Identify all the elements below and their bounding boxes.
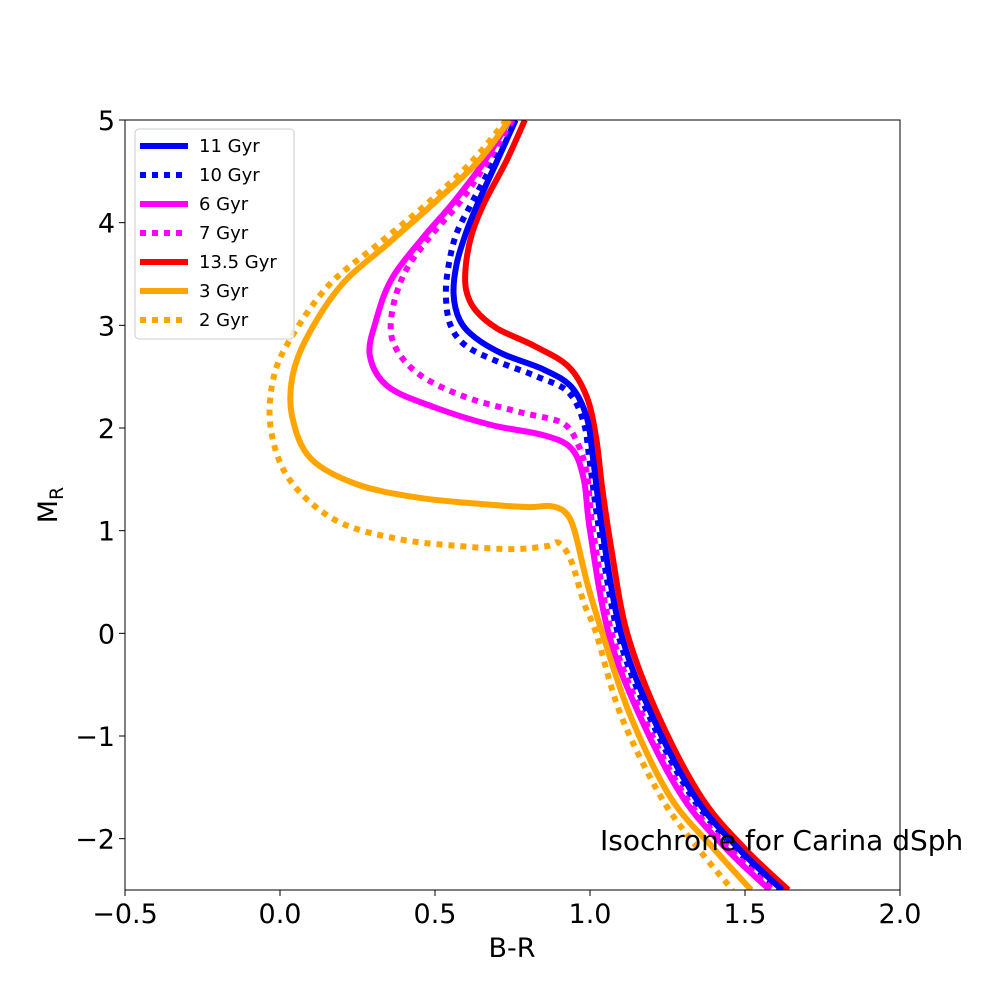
series-line-10-gyr — [442, 120, 782, 890]
y-axis-label-main: M — [33, 500, 64, 523]
y-tick-label: 1 — [98, 517, 115, 548]
legend-label: 7 Gyr — [199, 223, 249, 244]
x-tick-label: 2.0 — [879, 899, 922, 930]
x-axis-label: B-R — [488, 933, 535, 964]
x-axis-ticks: −0.5 0.0 0.5 1.0 1.5 2.0 — [92, 890, 921, 930]
series-line-2-gyr — [266, 120, 735, 890]
y-tick-label: 5 — [98, 106, 115, 137]
y-tick-label: 2 — [98, 414, 115, 445]
series-layer — [266, 120, 791, 890]
y-tick-label: −1 — [75, 722, 115, 753]
series-line-13-5-gyr — [462, 120, 791, 890]
legend-label: 13.5 Gyr — [199, 252, 277, 273]
legend-box — [134, 128, 295, 340]
series-line-7-gyr — [387, 120, 775, 890]
series-line-3-gyr — [287, 120, 754, 890]
plot-frame — [124, 119, 901, 891]
legend-label: 6 Gyr — [199, 194, 249, 215]
x-tick-label: 0.5 — [414, 899, 457, 930]
y-tick-label: 0 — [98, 619, 115, 650]
x-tick-label: 1.5 — [724, 899, 767, 930]
legend-label: 3 Gyr — [199, 281, 249, 302]
x-tick-label: 0.0 — [259, 899, 302, 930]
y-tick-label: −2 — [75, 825, 115, 856]
y-axis-label: MR — [33, 487, 68, 524]
legend: 11 Gyr 10 Gyr 6 Gyr 7 Gyr 13.5 Gyr 3 Gyr 2 Gyr — [134, 128, 295, 340]
series-line-6-gyr — [366, 120, 772, 890]
legend-items: 11 Gyr 10 Gyr 6 Gyr 7 Gyr 13.5 Gyr 3 Gyr 2 Gyr — [140, 136, 277, 331]
legend-label: 10 Gyr — [199, 165, 260, 186]
y-tick-label: 4 — [98, 209, 115, 240]
legend-label: 2 Gyr — [199, 310, 249, 331]
y-axis-label-sub: R — [46, 487, 68, 500]
x-tick-label: 1.0 — [569, 899, 612, 930]
y-tick-label: 3 — [98, 311, 115, 342]
y-axis-ticks: −2 −1 0 1 2 3 4 5 — [75, 106, 125, 856]
chart-annotation: Isochrone for Carina dSph — [600, 824, 963, 857]
x-tick-label: −0.5 — [92, 899, 158, 930]
legend-label: 11 Gyr — [199, 136, 260, 157]
